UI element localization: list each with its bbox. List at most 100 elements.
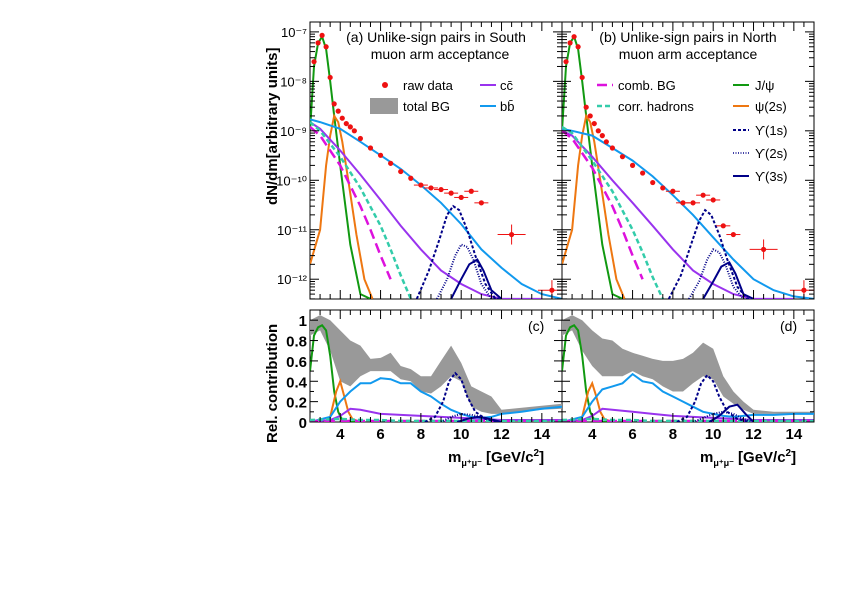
- series-ups3-line: [702, 260, 754, 299]
- total-bg-band: [310, 315, 562, 414]
- data-point: [595, 128, 601, 134]
- series-ups1-line: [424, 371, 498, 422]
- y-axis-title-bottom: Rel. contribution: [264, 324, 281, 443]
- data-point: [357, 135, 363, 142]
- legend-panel-a: raw data total BG cc̄ bb̄: [370, 78, 514, 114]
- series-ups1-line: [676, 373, 750, 422]
- data-point: [351, 128, 357, 134]
- data-point: [343, 120, 349, 127]
- series-ups2-line: [436, 243, 502, 299]
- data-point: [710, 197, 716, 203]
- y-tick-label: 10⁻⁹: [280, 124, 307, 139]
- data-point: [690, 200, 696, 206]
- series-bb-line: [310, 118, 562, 299]
- panel-a-title-line2: muon arm acceptance: [371, 46, 510, 62]
- data-point: [609, 145, 616, 151]
- legend-bb-label: bb̄: [500, 99, 514, 114]
- data-point: [315, 40, 321, 46]
- series-corr-line: [310, 121, 412, 299]
- legend-jpsi-label: J/ψ: [755, 78, 774, 93]
- x-tick-label: 12: [745, 426, 762, 443]
- panel-b-frame: [561, 21, 815, 300]
- data-point: [761, 246, 767, 253]
- data-point: [388, 160, 394, 166]
- series-jpsi-line: [310, 324, 361, 422]
- data-point: [575, 44, 581, 50]
- total-bg-band: [562, 315, 814, 414]
- data-point: [398, 168, 404, 175]
- data-point: [700, 192, 706, 198]
- panel-b-plot: [562, 34, 814, 299]
- legend-cc-label: cc̄: [500, 78, 514, 93]
- series-bb-line: [562, 372, 814, 422]
- x-tick-label: 8: [669, 426, 677, 443]
- data-point: [670, 188, 676, 194]
- data-point: [377, 152, 384, 158]
- x-tick-label: 10: [705, 426, 722, 443]
- data-point: [583, 104, 589, 110]
- data-point: [408, 175, 414, 181]
- series-ups1-line: [415, 204, 502, 299]
- data-point: [327, 74, 333, 81]
- data-point: [619, 154, 626, 160]
- legend-ups2-label: ϒ(2s): [755, 146, 787, 161]
- data-point: [319, 32, 325, 38]
- panel-b-title-line1: (b) Unlike-sign pairs in North: [599, 29, 776, 45]
- x-axis-title-right: mμ⁺μ⁻ [GeV/c2]: [700, 448, 796, 468]
- y-tick-label: 10⁻⁷: [281, 25, 307, 40]
- data-point: [428, 185, 434, 191]
- y-tick-label: 0.8: [286, 334, 307, 351]
- data-point: [418, 182, 424, 188]
- series-comb-line: [562, 129, 644, 280]
- data-point: [509, 231, 515, 238]
- axis-layer: 10⁻¹² 10⁻¹¹ 10⁻¹⁰ 10⁻⁹ 10⁻⁸ 10⁻⁷ 0 0.2 0.4 0.6 0.8…: [276, 22, 815, 443]
- data-point: [640, 170, 646, 176]
- data-point: [591, 120, 597, 127]
- y-tick-label: 1: [299, 313, 307, 330]
- panel-a-plot: [310, 32, 562, 299]
- panel-a-title-line1: (a) Unlike-sign pairs in South: [346, 29, 526, 45]
- series-ups3-line: [708, 403, 755, 422]
- panel-c-label: (c): [528, 318, 544, 334]
- series-jpsi-line: [562, 324, 613, 422]
- series-psi2s-line: [562, 113, 626, 299]
- data-point: [347, 124, 353, 130]
- data-point: [458, 194, 464, 201]
- series-corr-line: [562, 125, 664, 299]
- data-point: [650, 179, 656, 186]
- legend-raw-data-marker: [382, 82, 388, 88]
- legend-panel-b: comb. BG corr. hadrons J/ψ ψ(2s) ϒ(1s) ϒ…: [597, 78, 787, 184]
- data-point: [367, 145, 374, 151]
- data-point: [567, 40, 573, 46]
- data-point: [629, 162, 636, 168]
- x-tick-label: 6: [628, 426, 636, 443]
- panel-d-plot: [562, 315, 814, 422]
- series-jpsi-line: [562, 34, 623, 299]
- data-point: [331, 101, 337, 107]
- data-point: [801, 287, 807, 293]
- x-axis-title-left: mμ⁺μ⁻ [GeV/c2]: [448, 448, 544, 468]
- data-point: [720, 223, 726, 229]
- data-point: [335, 108, 341, 114]
- y-tick-label: 10⁻⁸: [280, 74, 307, 89]
- y-tick-label: 10⁻¹²: [277, 272, 308, 287]
- legend-ups1-label: ϒ(1s): [755, 123, 787, 138]
- y-tick-label: 0.2: [286, 395, 307, 412]
- series-bb-line: [310, 377, 562, 422]
- legend-psi2s-label: ψ(2s): [755, 99, 787, 114]
- data-point: [599, 133, 605, 139]
- panel-d-label: (d): [780, 318, 797, 334]
- legend-ups3-label: ϒ(3s): [755, 169, 787, 184]
- data-point: [478, 200, 484, 206]
- panel-c-plot: [310, 315, 562, 422]
- y-tick-label: 10⁻¹⁰: [276, 173, 307, 188]
- data-point: [579, 74, 585, 81]
- legend-total-bg-marker: [370, 98, 398, 114]
- data-point: [323, 44, 329, 50]
- x-tick-label: 14: [785, 426, 802, 443]
- series-ups3-line: [450, 258, 503, 299]
- panel-b-title-line2: muon arm acceptance: [619, 46, 758, 62]
- legend-comb-bg-label: comb. BG: [618, 78, 676, 93]
- x-tick-label: 14: [533, 426, 550, 443]
- y-axis-title-top: dN/dm[arbitrary units]: [264, 47, 281, 205]
